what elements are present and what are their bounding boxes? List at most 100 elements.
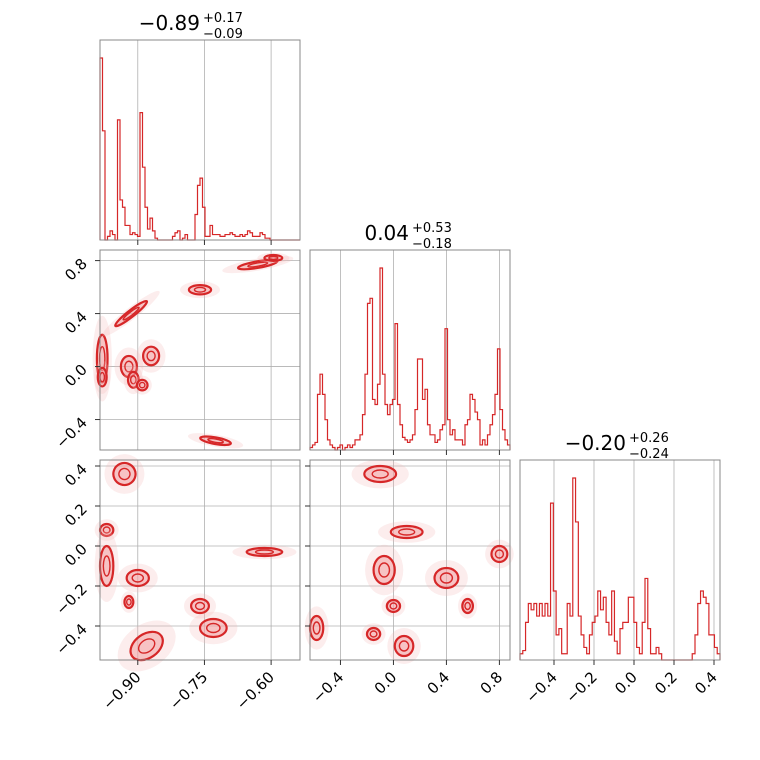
contour-inner bbox=[125, 598, 132, 606]
contour-inner bbox=[439, 572, 454, 584]
title-p3-upper: +0.26 bbox=[629, 431, 669, 446]
panel-frame-p2 bbox=[309, 249, 511, 451]
contour-blob bbox=[96, 366, 108, 388]
xtick-label-p3-2: 0.0 bbox=[611, 668, 641, 698]
panel-frame-p1 bbox=[99, 39, 301, 241]
contour-inner bbox=[312, 621, 321, 635]
contour-blob bbox=[461, 597, 475, 615]
title-p3-lower: −0.24 bbox=[629, 447, 669, 462]
xtick-label-p2-1: 0.0 bbox=[371, 668, 401, 698]
ytick-label-p3-3: 0.2 bbox=[61, 500, 91, 530]
contour-inner bbox=[124, 360, 134, 373]
contour-inner bbox=[137, 638, 156, 654]
ytick-label-p3-0: −0.4 bbox=[52, 620, 90, 658]
contour-blob bbox=[190, 597, 210, 615]
title-p2-lower: −0.18 bbox=[412, 237, 452, 252]
contour-inner bbox=[118, 467, 131, 481]
histogram-p3 bbox=[519, 477, 721, 661]
contour-inner bbox=[131, 573, 145, 583]
ytick-label-p3-4: 0.4 bbox=[61, 460, 91, 490]
contour-blob bbox=[98, 544, 115, 588]
contour-blob bbox=[112, 461, 137, 487]
xtick-label-p3-0: −0.4 bbox=[522, 668, 560, 706]
contour-blob bbox=[389, 524, 424, 540]
panel-frame-p2-p3 bbox=[309, 459, 511, 661]
contour-blob bbox=[187, 283, 213, 296]
contour-blob bbox=[198, 617, 228, 639]
contour-group-p1-p2 bbox=[92, 252, 294, 449]
ytick-label-p2-1: 0.0 bbox=[61, 361, 91, 391]
title-p2-upper: +0.53 bbox=[412, 221, 452, 236]
contour-inner bbox=[146, 350, 156, 362]
grid-layer bbox=[100, 40, 715, 660]
contour-blob bbox=[135, 378, 149, 392]
title-p1-lower: −0.09 bbox=[203, 27, 243, 42]
xtick-label-p2-0: −0.4 bbox=[309, 668, 347, 706]
xtick-label-p1-0: −0.90 bbox=[99, 668, 144, 713]
ytick-label-p3-2: 0.0 bbox=[61, 540, 91, 570]
xtick-label-p2-2: 0.4 bbox=[424, 668, 454, 698]
contour-blob bbox=[490, 544, 509, 564]
contour-inner bbox=[378, 562, 391, 578]
xtick-label-p3-1: −0.2 bbox=[562, 668, 600, 706]
title-p3: −0.20 +0.26 −0.24 bbox=[565, 431, 669, 462]
title-p2: 0.04 +0.53 −0.18 bbox=[364, 221, 451, 252]
xtick-label-p1-1: −0.75 bbox=[166, 668, 211, 713]
contour-inner bbox=[194, 601, 206, 611]
contour-blob bbox=[142, 345, 161, 367]
title-p1-upper: +0.17 bbox=[203, 11, 243, 26]
ytick-label-p2-3: 0.8 bbox=[61, 255, 91, 285]
contour-group-p2-p3 bbox=[304, 459, 514, 664]
contour-inner bbox=[494, 549, 505, 559]
contour-blob bbox=[308, 614, 325, 642]
ytick-label-p2-2: 0.4 bbox=[61, 308, 91, 338]
contour-blob bbox=[363, 464, 398, 484]
contour-inner bbox=[254, 549, 275, 555]
contour-inner bbox=[398, 640, 410, 652]
contour-inner bbox=[138, 381, 146, 389]
ytick-label-p3-1: −0.2 bbox=[52, 580, 90, 618]
title-p1-median: −0.89 bbox=[139, 11, 200, 35]
histogram-p1 bbox=[99, 57, 300, 241]
contour-inner bbox=[398, 528, 416, 536]
contour-inner bbox=[371, 469, 389, 479]
contour-inner bbox=[205, 622, 221, 634]
panel-frame-p1-p2 bbox=[99, 249, 301, 451]
contour-blob bbox=[263, 253, 284, 262]
contour-blob bbox=[385, 598, 402, 614]
contour-inner bbox=[102, 526, 111, 534]
frame-layer bbox=[99, 39, 721, 661]
contour-inner bbox=[129, 375, 137, 385]
data-layer bbox=[92, 57, 721, 672]
contour-inner bbox=[369, 630, 378, 638]
title-p3-median: −0.20 bbox=[565, 431, 626, 455]
contour-inner bbox=[102, 555, 111, 577]
histogram-p2 bbox=[309, 267, 511, 451]
contour-blob bbox=[433, 566, 460, 590]
contour-group-p1-p3 bbox=[94, 454, 297, 672]
contour-inner bbox=[268, 255, 279, 261]
title-p2-median: 0.04 bbox=[364, 221, 409, 245]
panel-frame-p1-p3 bbox=[99, 459, 301, 661]
xtick-label-p1-2: −0.60 bbox=[233, 668, 278, 713]
contour-blob bbox=[365, 626, 382, 642]
panel-frame-p3 bbox=[519, 459, 721, 661]
contour-blob bbox=[129, 630, 164, 662]
xtick-label-p2-3: 0.8 bbox=[477, 668, 507, 698]
contour-inner bbox=[122, 306, 140, 321]
ytick-label-p2-0: −0.4 bbox=[52, 414, 90, 452]
contour-inner bbox=[247, 261, 269, 268]
contour-inner bbox=[464, 601, 471, 611]
xtick-label-p3-3: 0.2 bbox=[651, 668, 681, 698]
contour-blob bbox=[123, 594, 135, 610]
contour-inner bbox=[389, 602, 398, 610]
contour-blob bbox=[245, 546, 284, 558]
contour-blob bbox=[125, 568, 150, 588]
contour-blob bbox=[393, 634, 415, 658]
title-p1: −0.89 +0.17 −0.09 bbox=[139, 11, 243, 42]
contour-blob bbox=[372, 554, 396, 586]
xtick-label-p3-4: 0.4 bbox=[691, 668, 721, 698]
contour-inner bbox=[207, 437, 224, 444]
contour-inner bbox=[193, 286, 207, 293]
